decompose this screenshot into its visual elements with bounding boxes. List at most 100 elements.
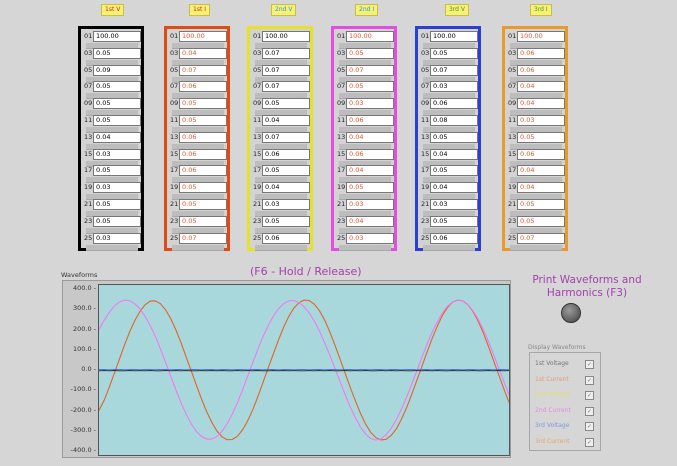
harmonic-value: 0.05: [262, 98, 310, 110]
harmonic-order: 25: [508, 233, 517, 242]
harmonic-value: 100.00: [93, 31, 141, 42]
harmonic-order: 01: [253, 32, 262, 40]
display-waveform-label: 1st Current: [535, 375, 569, 383]
harmonic-row: 07 0.03: [421, 81, 478, 100]
harmonic-order: 01: [508, 32, 517, 40]
harmonic-value: 0.06: [179, 165, 227, 177]
harmonic-row: 09 0.03: [337, 98, 394, 117]
harmonic-row: 15 0.06: [170, 148, 227, 167]
harmonic-row: 19 0.04: [508, 182, 565, 201]
harmonic-row: 05 0.09: [84, 64, 141, 83]
harmonic-row: 11 0.08: [421, 115, 478, 133]
harmonic-row: 09 0.05: [170, 98, 227, 117]
harmonic-row: 03 0.07: [253, 47, 310, 66]
waveform-series-0: [98, 299, 510, 441]
harmonic-order: 25: [421, 233, 430, 242]
display-waveforms-panel: 1st Voltage ✓ 1st Current ✓ 2nd Voltage ✓ 2nd …: [529, 352, 601, 451]
harmonic-order: 15: [337, 149, 346, 158]
harmonic-row: 17 0.06: [170, 165, 227, 184]
harmonic-value: 0.04: [430, 182, 478, 194]
y-tick-label: 0.0 -: [81, 365, 96, 373]
harmonic-order: 03: [508, 48, 517, 57]
harmonic-value: 0.05: [346, 47, 394, 59]
harmonic-row: 21 0.05: [84, 199, 141, 217]
harmonic-value: 0.04: [93, 131, 141, 143]
harmonic-value: 0.06: [517, 64, 565, 76]
harmonic-row: 11 0.04: [253, 115, 310, 133]
waveform-plot-area: [98, 284, 510, 456]
harmonic-order: 19: [170, 183, 179, 192]
harmonic-value: 0.07: [346, 64, 394, 76]
harmonic-value: 0.05: [430, 215, 478, 227]
harmonic-order: 13: [337, 132, 346, 141]
harmonic-order: 11: [170, 116, 179, 124]
harmonic-row: 01 100.00: [253, 31, 310, 49]
harmonic-value: 0.07: [262, 131, 310, 143]
harmonic-value: 0.06: [430, 232, 478, 244]
harmonic-order: 13: [508, 132, 517, 141]
harmonic-row: 11 0.06: [337, 115, 394, 133]
harmonic-value: 0.05: [93, 215, 141, 227]
harmonic-value: 0.06: [179, 81, 227, 93]
harmonic-order: 23: [421, 216, 430, 225]
harmonic-row: 25 0.03: [337, 232, 394, 251]
harmonic-order: 19: [337, 183, 346, 192]
harmonic-order: 01: [170, 32, 179, 40]
harmonic-row: 07 0.05: [84, 81, 141, 100]
harmonic-order: 11: [508, 116, 517, 124]
harmonic-row: 09 0.06: [421, 98, 478, 117]
print-button[interactable]: [561, 303, 581, 323]
harmonic-order: 25: [170, 233, 179, 242]
harmonic-row: 03 0.06: [508, 47, 565, 66]
harmonic-value: 0.07: [179, 232, 227, 244]
harmonic-row: 05 0.06: [508, 64, 565, 83]
harmonic-value: 0.03: [430, 199, 478, 210]
harmonic-value: 0.06: [346, 148, 394, 160]
harmonic-order: 21: [170, 200, 179, 208]
harmonic-value: 0.04: [262, 115, 310, 126]
harmonic-row: 25 0.07: [170, 232, 227, 251]
harmonic-value: 0.05: [179, 182, 227, 194]
harmonic-value: 0.05: [517, 131, 565, 143]
channel-label-v3: 3rd V: [445, 4, 469, 16]
harmonic-value: 0.06: [517, 47, 565, 59]
harmonic-column-v2: 01 100.00 03 0.07 05 0.07 07 0.07 09 0.05 11 0.04 13…: [247, 26, 313, 251]
harmonic-value: 0.05: [179, 215, 227, 227]
harmonic-order: 19: [421, 183, 430, 192]
hold-release-label[interactable]: (F6 - Hold / Release): [250, 265, 362, 278]
harmonic-order: 11: [84, 116, 93, 124]
harmonic-value: 0.05: [262, 165, 310, 177]
harmonic-value: 0.06: [179, 148, 227, 160]
harmonic-row: 15 0.06: [337, 148, 394, 167]
harmonic-order: 21: [337, 200, 346, 208]
harmonic-order: 13: [84, 132, 93, 141]
harmonic-row: 21 0.03: [337, 199, 394, 217]
harmonic-order: 23: [253, 216, 262, 225]
display-waveform-checkbox[interactable]: ✓: [585, 406, 594, 416]
harmonic-bar: [255, 244, 307, 251]
display-waveform-checkbox[interactable]: ✓: [585, 422, 594, 431]
harmonic-row: 01 100.00: [508, 31, 565, 49]
display-waveform-checkbox[interactable]: ✓: [585, 391, 594, 400]
harmonic-value: 0.03: [93, 182, 141, 194]
harmonic-order: 01: [421, 32, 430, 40]
harmonic-value: 0.05: [262, 215, 310, 227]
harmonic-value: 0.03: [517, 115, 565, 126]
harmonic-row: 17 0.04: [508, 165, 565, 184]
harmonic-value: 0.04: [517, 182, 565, 194]
harmonic-order: 05: [170, 65, 179, 74]
harmonic-value: 0.06: [262, 232, 310, 244]
harmonic-order: 15: [84, 149, 93, 158]
harmonic-value: 0.08: [430, 115, 478, 126]
harmonic-value: 0.03: [346, 232, 394, 244]
display-waveform-checkbox[interactable]: ✓: [585, 375, 594, 385]
harmonic-value: 0.05: [93, 47, 141, 59]
harmonic-row: 13 0.05: [421, 131, 478, 150]
harmonic-row: 17 0.04: [337, 165, 394, 184]
harmonic-order: 19: [84, 183, 93, 192]
harmonic-row: 21 0.05: [508, 199, 565, 217]
display-waveform-checkbox[interactable]: ✓: [585, 437, 594, 447]
harmonic-order: 21: [253, 200, 262, 208]
harmonic-order: 13: [253, 132, 262, 141]
display-waveform-checkbox[interactable]: ✓: [585, 360, 594, 369]
